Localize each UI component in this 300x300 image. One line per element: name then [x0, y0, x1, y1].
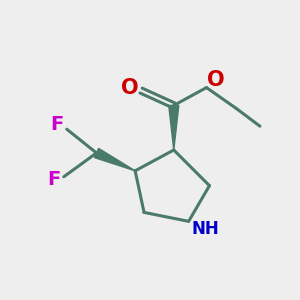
- Text: O: O: [207, 70, 224, 90]
- Text: F: F: [51, 115, 64, 134]
- Polygon shape: [169, 105, 179, 150]
- Text: O: O: [121, 78, 139, 98]
- Polygon shape: [94, 148, 135, 171]
- Text: F: F: [48, 170, 61, 189]
- Text: NH: NH: [191, 220, 219, 238]
